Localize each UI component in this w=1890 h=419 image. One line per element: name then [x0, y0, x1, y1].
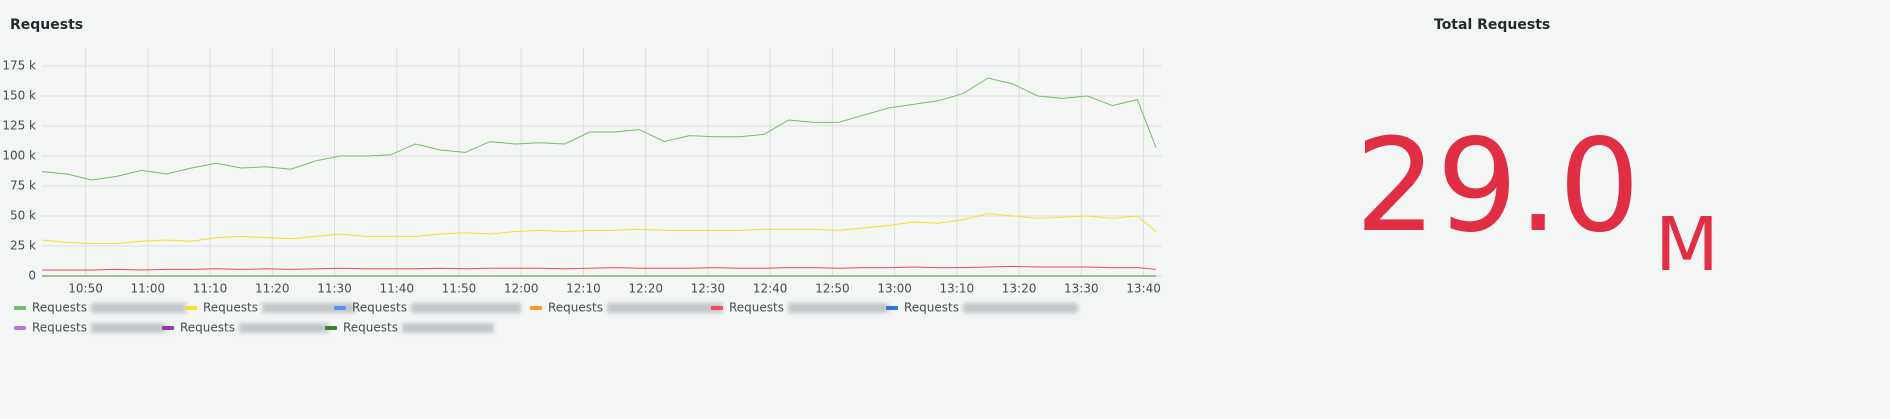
x-tick-label: 12:00 — [504, 282, 539, 296]
y-tick-label: 25 k — [10, 239, 36, 253]
series-line — [41, 77, 1157, 181]
legend-label: Requests — [343, 321, 398, 335]
legend-label: Requests — [904, 301, 959, 315]
x-tick-label: 11:20 — [255, 282, 290, 296]
x-tick-label: 10:50 — [68, 282, 103, 296]
legend-redacted — [411, 303, 521, 313]
x-tick-label: 12:30 — [691, 282, 726, 296]
stat-title: Total Requests — [1434, 17, 1550, 33]
y-tick-label: 100 k — [2, 149, 36, 163]
x-tick-label: 11:40 — [379, 282, 414, 296]
legend-redacted — [607, 303, 722, 313]
x-tick-label: 12:50 — [815, 282, 850, 296]
legend-label: Requests — [32, 321, 87, 335]
x-tick-label: 11:00 — [131, 282, 166, 296]
x-tick-label: 13:30 — [1064, 282, 1099, 296]
legend-swatch — [14, 326, 26, 330]
legend-swatch — [334, 306, 346, 310]
legend-swatch — [325, 326, 337, 330]
legend-swatch — [711, 306, 723, 310]
y-tick-label: 0 — [28, 269, 36, 283]
legend-swatch — [530, 306, 542, 310]
legend-redacted — [788, 303, 888, 313]
legend-label: Requests — [32, 301, 87, 315]
x-tick-label: 13:10 — [940, 282, 975, 296]
x-tick-label: 11:30 — [317, 282, 352, 296]
x-tick-label: 12:40 — [753, 282, 788, 296]
legend-redacted — [239, 323, 329, 333]
legend-swatch — [185, 306, 197, 310]
panel-title: Requests — [10, 17, 83, 33]
legend-redacted — [91, 303, 186, 313]
y-tick-label: 150 k — [2, 89, 36, 103]
legend-swatch — [14, 306, 26, 310]
y-tick-label: 125 k — [2, 119, 36, 133]
legend-label: Requests — [352, 301, 407, 315]
x-tick-label: 13:40 — [1126, 282, 1161, 296]
x-tick-label: 11:10 — [193, 282, 228, 296]
series-line — [42, 265, 1157, 271]
legend-redacted — [91, 323, 166, 333]
legend-label: Requests — [203, 301, 258, 315]
y-tick-label: 50 k — [10, 209, 36, 223]
stat-value: 29.0 — [1355, 112, 1640, 261]
x-tick-label: 13:00 — [877, 282, 912, 296]
x-tick-label: 11:50 — [442, 282, 477, 296]
legend-redacted — [262, 303, 354, 313]
legend-swatch — [162, 326, 174, 330]
legend-label: Requests — [180, 321, 235, 335]
legend-redacted — [963, 303, 1078, 313]
x-tick-label: 13:20 — [1002, 282, 1037, 296]
y-tick-label: 75 k — [10, 179, 36, 193]
legend-label: Requests — [548, 301, 603, 315]
legend-label: Requests — [729, 301, 784, 315]
legend-swatch — [886, 306, 898, 310]
series-line — [41, 213, 1157, 245]
legend-redacted — [402, 323, 494, 333]
y-tick-label: 175 k — [2, 59, 36, 73]
x-tick-label: 12:20 — [628, 282, 663, 296]
stat-unit: M — [1655, 202, 1719, 288]
x-tick-label: 12:10 — [566, 282, 601, 296]
